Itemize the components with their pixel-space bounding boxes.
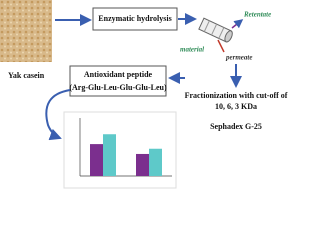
peptide-title: Antioxidant peptide <box>84 70 153 79</box>
permeate-label: permeate <box>225 54 252 62</box>
bar <box>136 153 149 176</box>
column-label: Sephadex G-25 <box>210 122 262 131</box>
casein-image <box>0 0 52 62</box>
arrow <box>45 89 71 141</box>
step-label: Enzymatic hydrolysis <box>98 14 171 23</box>
bar <box>90 144 103 176</box>
membrane-tube <box>198 17 233 43</box>
fraction-label: 10, 6, 3 KDa <box>215 102 257 111</box>
bar <box>149 148 162 176</box>
peptide-box <box>69 65 167 97</box>
retentate-label: Retentate <box>243 11 271 19</box>
arrow <box>231 19 244 29</box>
bar <box>103 134 116 176</box>
step-box <box>92 7 178 31</box>
graphical-abstract: Yak casein Enzymatic hydrolysis Retentat… <box>0 0 288 189</box>
source-label: Yak casein <box>8 71 45 80</box>
material-label: material <box>180 46 204 54</box>
fraction-label: Fractionization with cut-off of <box>185 91 288 100</box>
arrow <box>217 39 225 53</box>
peptide-sequence: (Arg-Glu-Leu-Glu-Glu-Leu) <box>69 83 167 92</box>
